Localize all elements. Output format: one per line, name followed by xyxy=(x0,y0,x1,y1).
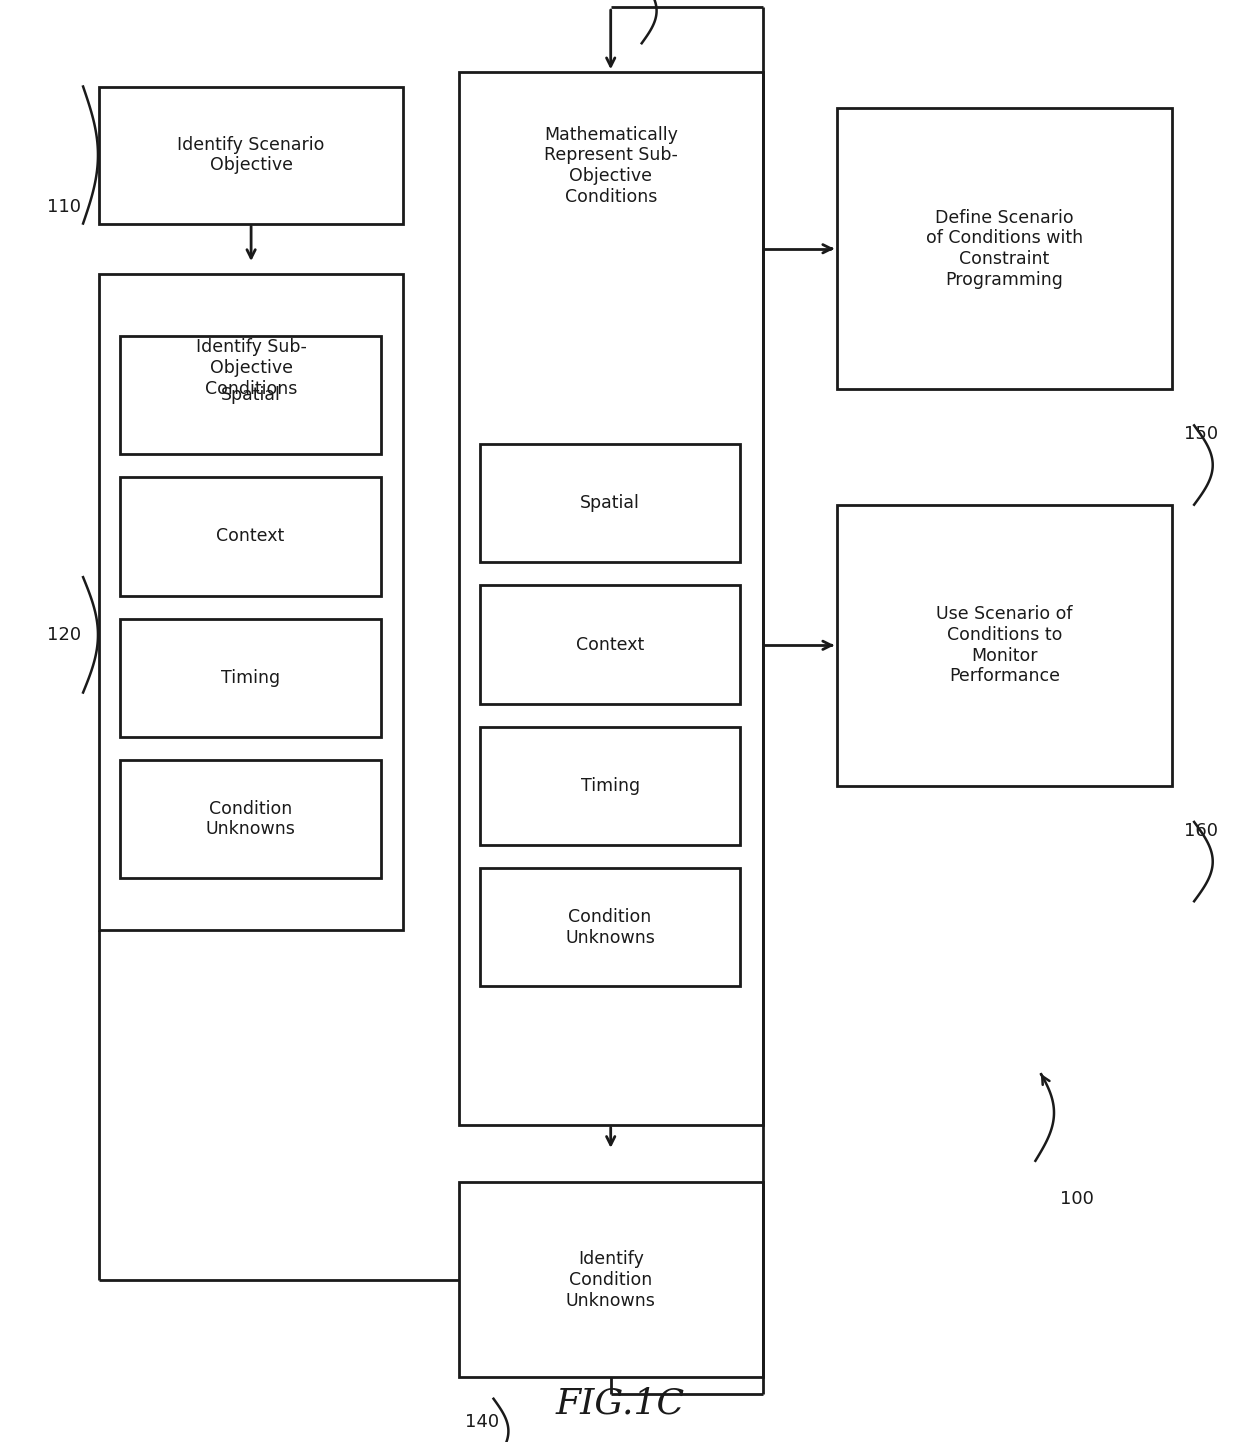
Text: Context: Context xyxy=(216,528,285,545)
Text: Condition
Unknowns: Condition Unknowns xyxy=(206,800,295,838)
Text: Mathematically
Represent Sub-
Objective
Conditions: Mathematically Represent Sub- Objective … xyxy=(544,125,677,206)
Text: 140: 140 xyxy=(465,1413,500,1430)
Bar xyxy=(480,585,740,704)
Text: Spatial: Spatial xyxy=(221,386,280,404)
Text: 150: 150 xyxy=(1184,425,1219,443)
Bar xyxy=(459,72,763,1125)
Text: Use Scenario of
Conditions to
Monitor
Performance: Use Scenario of Conditions to Monitor Pe… xyxy=(936,606,1073,685)
Text: 100: 100 xyxy=(1060,1190,1094,1207)
Bar xyxy=(480,444,740,562)
Bar xyxy=(837,108,1172,389)
Bar xyxy=(480,868,740,986)
Text: Identify Scenario
Objective: Identify Scenario Objective xyxy=(177,136,325,174)
Bar xyxy=(120,336,381,454)
Text: 110: 110 xyxy=(47,199,81,216)
Bar xyxy=(837,505,1172,786)
Text: Define Scenario
of Conditions with
Constraint
Programming: Define Scenario of Conditions with Const… xyxy=(926,209,1083,288)
Text: FIG.1C: FIG.1C xyxy=(556,1386,684,1420)
Text: Identify
Condition
Unknowns: Identify Condition Unknowns xyxy=(565,1250,656,1309)
Text: Identify Sub-
Objective
Conditions: Identify Sub- Objective Conditions xyxy=(196,337,306,398)
Bar xyxy=(120,760,381,878)
Bar xyxy=(99,274,403,930)
Bar xyxy=(99,87,403,224)
Text: 120: 120 xyxy=(47,626,82,643)
Text: Spatial: Spatial xyxy=(580,495,640,512)
Bar xyxy=(120,477,381,596)
Text: Context: Context xyxy=(575,636,645,653)
Text: Timing: Timing xyxy=(221,669,280,686)
Text: Timing: Timing xyxy=(580,777,640,795)
Bar xyxy=(480,727,740,845)
Text: 160: 160 xyxy=(1184,822,1218,839)
Bar xyxy=(459,1182,763,1377)
Bar xyxy=(120,619,381,737)
Text: Condition
Unknowns: Condition Unknowns xyxy=(565,908,655,946)
